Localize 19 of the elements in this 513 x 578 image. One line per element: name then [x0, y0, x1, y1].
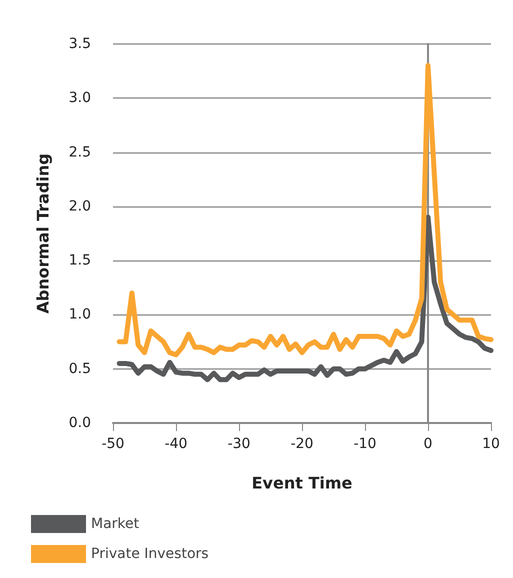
legend-label: Private Investors	[91, 546, 209, 562]
y-tick-label: 2.0	[68, 198, 91, 214]
y-axis-title: Abnormal Trading	[34, 153, 52, 314]
x-axis-title: Event Time	[252, 474, 353, 492]
legend-label: Market	[91, 516, 140, 532]
y-tick-label: 3.5	[68, 36, 91, 52]
y-tick-label: 1.0	[68, 306, 91, 323]
x-tick-label: -20	[290, 436, 314, 452]
y-tick-label: 3.0	[68, 90, 91, 106]
y-tick-label: 1.5	[68, 252, 91, 269]
x-tick-label: 10	[482, 436, 500, 452]
y-tick-label: 0.5	[68, 360, 91, 377]
x-tick-label: -10	[354, 436, 376, 452]
y-tick-label: 2.5	[68, 144, 91, 160]
y-tick-label: 0.0	[68, 415, 91, 431]
x-tick-label: -40	[164, 436, 188, 452]
x-tick-label: 0	[424, 436, 432, 452]
x-tick-label: -30	[228, 436, 250, 452]
x-tick-label: -50	[102, 436, 124, 452]
